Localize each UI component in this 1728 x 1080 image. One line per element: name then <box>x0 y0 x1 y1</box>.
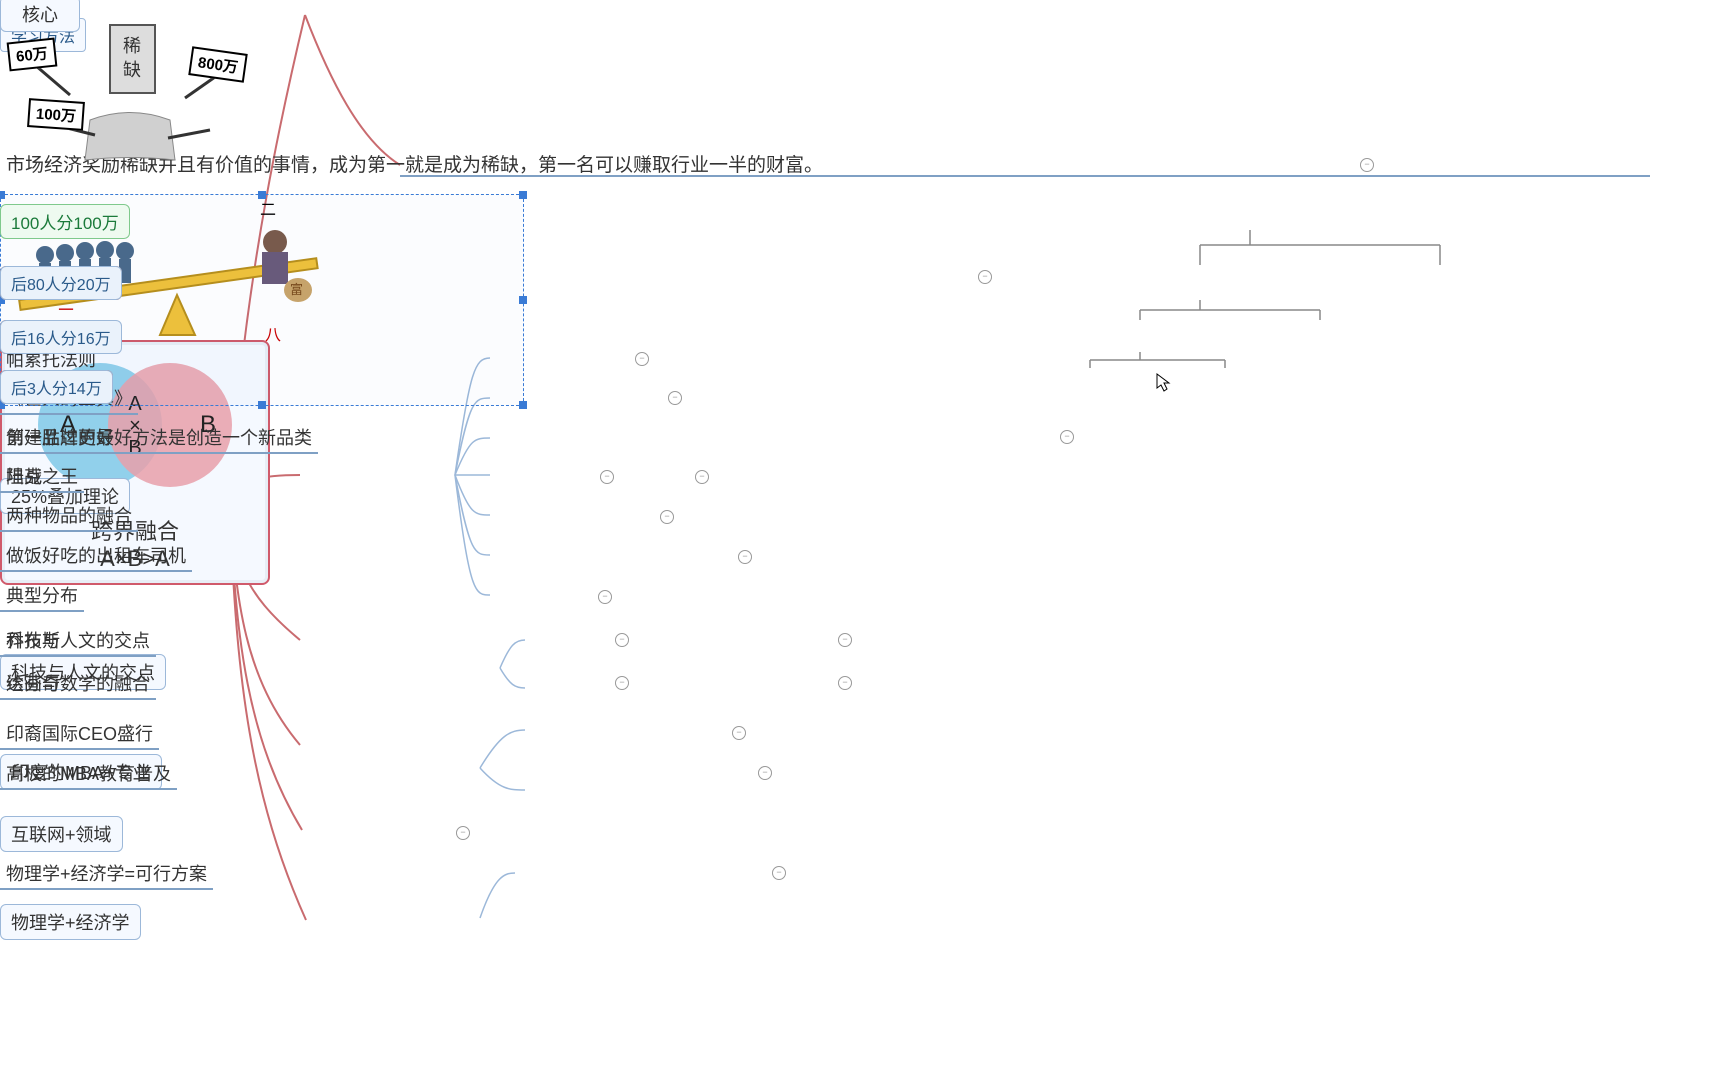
pareto-l1-right[interactable]: 后80人分20万 <box>0 266 122 300</box>
collapse-dot-icon[interactable]: − <box>695 470 709 484</box>
collapse-dot-icon[interactable]: − <box>615 633 629 647</box>
branch-internet[interactable]: 互联网+领域 <box>0 816 123 852</box>
collapse-dot-icon[interactable]: − <box>600 470 614 484</box>
pareto-l3-right[interactable]: 后3人分14万 <box>0 370 113 404</box>
collapse-dot-icon[interactable]: − <box>660 510 674 524</box>
cursor-icon <box>1155 372 1171 392</box>
collapse-dot-icon[interactable]: − <box>758 766 772 780</box>
b25-c4[interactable]: 两种物品的融合 <box>0 500 138 532</box>
collapse-dot-icon[interactable]: − <box>732 726 746 740</box>
pareto-l2-right[interactable]: 后16人分16万 <box>0 320 122 354</box>
sign-100: 100万 <box>27 98 85 131</box>
b25-c6[interactable]: 典型分布 <box>0 580 84 612</box>
collapse-dot-icon[interactable]: − <box>668 391 682 405</box>
collapse-dot-icon[interactable]: − <box>598 590 612 604</box>
collapse-dot-icon[interactable]: − <box>978 270 992 284</box>
svg-text:稀: 稀 <box>123 36 141 56</box>
phys-child[interactable]: 物理学+经济学=可行方案 <box>0 858 213 890</box>
b25-c5[interactable]: 做饭好吃的出租车司机 <box>0 540 192 572</box>
pareto-root[interactable]: 100人分100万 <box>0 204 130 239</box>
collapse-dot-icon[interactable]: − <box>838 633 852 647</box>
mba-c1[interactable]: 高校的MBA教育普及 <box>0 758 177 790</box>
collapse-dot-icon[interactable]: − <box>1060 430 1074 444</box>
sci-c0-child[interactable]: 科技与人文的交点 <box>0 625 156 657</box>
collapse-dot-icon[interactable]: − <box>772 866 786 880</box>
collapse-dot-icon[interactable]: − <box>456 826 470 840</box>
collapse-dot-icon[interactable]: − <box>838 676 852 690</box>
collapse-dot-icon[interactable]: − <box>615 676 629 690</box>
collapse-dot-icon[interactable]: − <box>738 550 752 564</box>
scarcity-signs-illustration: 稀 缺 60万 800万 100万 <box>0 10 260 170</box>
sign-60: 60万 <box>7 38 57 72</box>
sci-c1-child[interactable]: 绘画与数学的融合 <box>0 668 156 700</box>
b25-c3-child[interactable]: 坦克 <box>0 461 48 493</box>
branch-phys[interactable]: 物理学+经济学 <box>0 904 141 940</box>
svg-text:缺: 缺 <box>123 60 141 80</box>
b25-c2-child[interactable]: 创建品牌的最好方法是创造一个新品类 <box>0 422 318 454</box>
collapse-dot-icon[interactable]: − <box>1360 158 1374 172</box>
mba-c0[interactable]: 印裔国际CEO盛行 <box>0 718 159 750</box>
collapse-dot-icon[interactable]: − <box>635 352 649 366</box>
